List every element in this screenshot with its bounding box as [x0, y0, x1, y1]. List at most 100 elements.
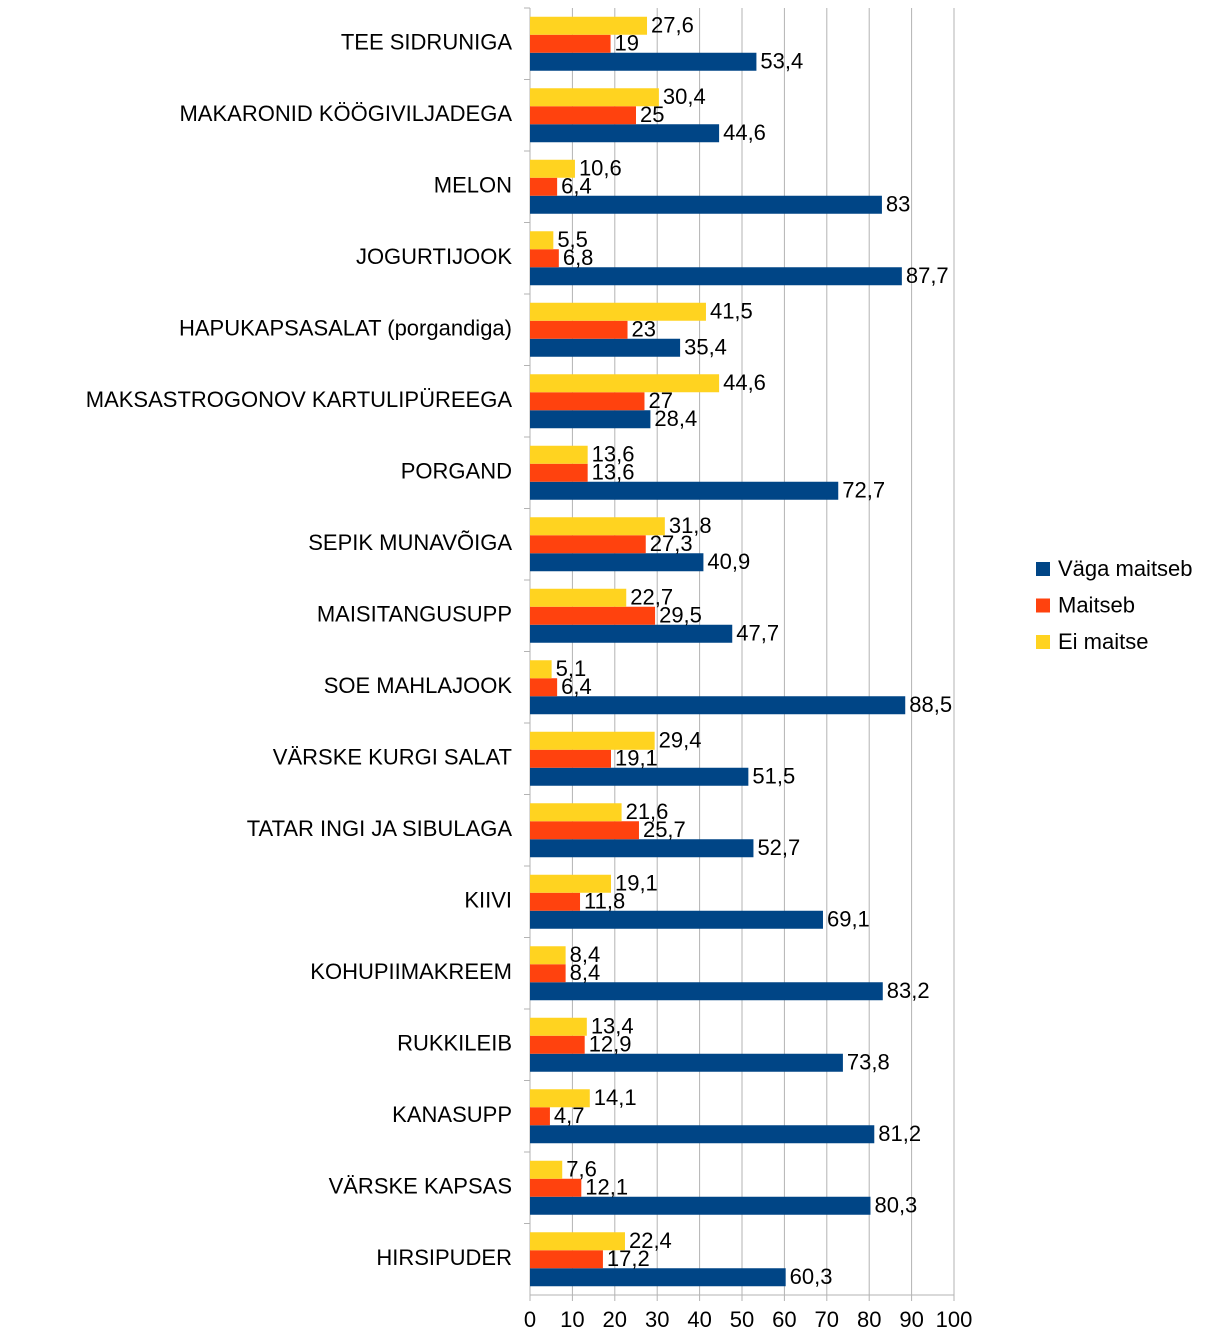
y-tick-label: HIRSIPUDER — [376, 1245, 512, 1270]
bar — [530, 1178, 582, 1197]
bar — [530, 803, 622, 822]
bar — [530, 1268, 786, 1287]
y-tick-label: TEE SIDRUNIGA — [341, 30, 512, 55]
bar — [530, 1053, 843, 1072]
value-label: 51,5 — [752, 764, 795, 789]
bar — [530, 267, 902, 286]
value-label: 80,3 — [874, 1193, 917, 1218]
y-tick-label: KANASUPP — [392, 1102, 512, 1127]
value-label: 27,6 — [651, 13, 694, 38]
y-tick-label: KOHUPIIMAKREEM — [310, 959, 512, 984]
y-tick-label: MAKSASTROGONOV KARTULIPÜREEGA — [86, 387, 513, 412]
y-tick-label: VÄRSKE KAPSAS — [329, 1174, 512, 1199]
value-label: 83,2 — [887, 978, 930, 1003]
x-tick-label: 80 — [857, 1307, 881, 1332]
bar — [530, 982, 883, 1001]
value-label: 6,8 — [563, 245, 594, 270]
value-label: 81,2 — [878, 1121, 921, 1146]
y-tick-label: HAPUKAPSASALAT (porgandiga) — [179, 316, 512, 341]
bar — [530, 124, 720, 143]
value-label: 22,7 — [630, 585, 673, 610]
bar — [530, 660, 552, 679]
bar — [530, 195, 882, 214]
y-tick-label: RUKKILEIB — [397, 1031, 512, 1056]
bar — [530, 749, 611, 768]
x-tick-label: 100 — [936, 1307, 973, 1332]
bar — [530, 731, 655, 750]
value-label: 8,4 — [570, 942, 601, 967]
bar — [530, 34, 611, 53]
bar — [530, 445, 588, 464]
value-label: 83 — [886, 192, 910, 217]
bar — [530, 1089, 590, 1108]
value-label: 13,6 — [592, 460, 635, 485]
bar — [530, 910, 823, 929]
bar — [530, 874, 611, 893]
value-label: 5,1 — [556, 656, 587, 681]
bar — [530, 588, 627, 607]
bar — [530, 1017, 587, 1036]
bar — [530, 1107, 550, 1126]
value-label: 21,6 — [626, 799, 669, 824]
x-tick-label: 10 — [560, 1307, 584, 1332]
x-tick-label: 50 — [730, 1307, 754, 1332]
bar — [530, 767, 749, 786]
bar — [530, 52, 757, 71]
value-label: 60,3 — [790, 1264, 833, 1289]
bar — [530, 1160, 563, 1179]
bar — [530, 964, 566, 983]
bar — [530, 678, 558, 697]
x-tick-label: 70 — [815, 1307, 839, 1332]
bar — [530, 159, 575, 178]
value-label: 52,7 — [757, 835, 800, 860]
bar — [530, 1125, 875, 1144]
bar — [530, 374, 720, 393]
value-label: 29,4 — [659, 728, 702, 753]
bar — [530, 517, 665, 536]
value-label: 19,1 — [615, 871, 658, 896]
legend-swatch — [1036, 598, 1050, 613]
bar — [530, 481, 839, 500]
bar — [530, 16, 648, 35]
bar — [530, 535, 646, 554]
y-tick-label: JOGURTIJOOK — [356, 244, 512, 269]
bar — [530, 696, 906, 715]
bar — [530, 946, 566, 965]
bar — [530, 106, 636, 125]
y-tick-label: MAKARONID KÖÖGIVILJADEGA — [179, 101, 512, 126]
bar — [530, 553, 704, 572]
value-label: 29,5 — [659, 603, 702, 628]
value-label: 14,1 — [594, 1085, 637, 1110]
value-label: 12,1 — [585, 1175, 628, 1200]
y-tick-label: KIIVI — [464, 888, 512, 913]
value-label: 10,6 — [579, 156, 622, 181]
y-tick-label: PORGAND — [401, 459, 512, 484]
bar — [530, 821, 639, 840]
bar — [530, 463, 588, 482]
x-tick-label: 90 — [899, 1307, 923, 1332]
legend-swatch — [1036, 635, 1050, 649]
x-tick-label: 60 — [772, 1307, 796, 1332]
value-label: 13,6 — [592, 442, 635, 467]
bar — [530, 1035, 585, 1054]
value-label: 13,4 — [591, 1014, 634, 1039]
y-tick-label: VÄRSKE KURGI SALAT — [273, 745, 512, 770]
x-tick-label: 20 — [603, 1307, 627, 1332]
value-label: 22,4 — [629, 1228, 672, 1253]
x-tick-label: 0 — [524, 1307, 536, 1332]
value-label: 47,7 — [736, 621, 779, 646]
value-label: 41,5 — [710, 299, 753, 324]
y-tick-label: MELON — [434, 173, 512, 198]
value-label: 30,4 — [663, 84, 706, 109]
bar — [530, 302, 706, 321]
bar — [530, 392, 645, 411]
value-label: 40,9 — [707, 549, 750, 574]
bar — [530, 249, 559, 268]
value-label: 25,7 — [643, 817, 686, 842]
value-label: 28,4 — [654, 406, 697, 431]
value-label: 12,9 — [589, 1032, 632, 1057]
y-tick-label: MAISITANGUSUPP — [317, 602, 512, 627]
bar — [530, 88, 659, 107]
value-label: 44,6 — [723, 120, 766, 145]
